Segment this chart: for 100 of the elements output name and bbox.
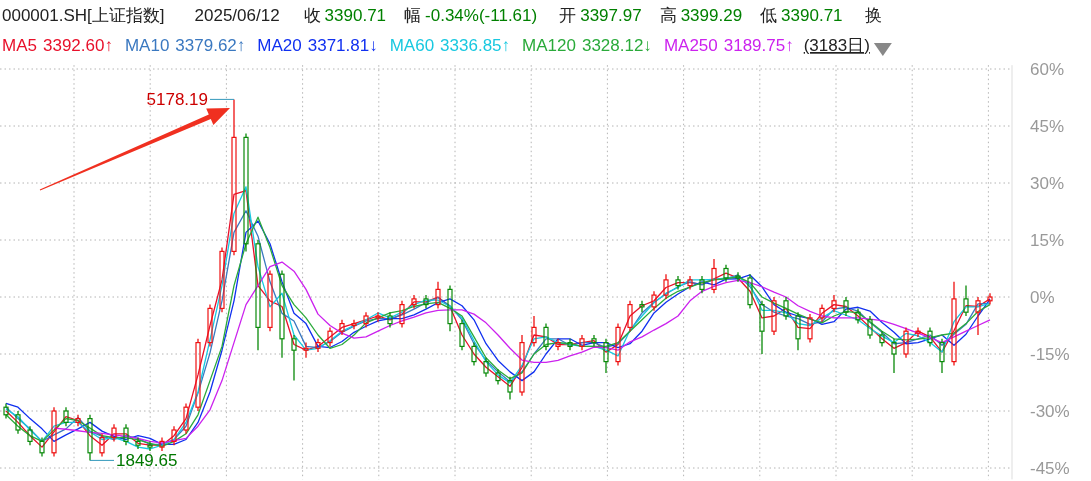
candlestick	[687, 275, 693, 291]
candlestick	[483, 357, 489, 378]
candlestick	[183, 402, 189, 435]
candlestick	[147, 440, 153, 452]
candlestick	[375, 311, 381, 323]
annotation: 5178.19	[146, 90, 208, 110]
candlestick	[615, 322, 621, 367]
y-tick-label: -30%	[1030, 402, 1070, 421]
candlestick	[711, 258, 717, 294]
text: MA250	[663, 36, 718, 55]
candlestick	[699, 275, 705, 294]
candlestick	[219, 246, 225, 313]
candlestick	[951, 281, 957, 367]
y-tick-label: 0%	[1030, 288, 1055, 307]
candlestick	[747, 273, 753, 310]
y-tick-label: 15%	[1030, 231, 1065, 250]
candlestick	[435, 281, 441, 310]
candlestick	[975, 296, 981, 336]
candlestick	[159, 436, 165, 452]
candlestick	[927, 326, 933, 348]
candlestick	[87, 414, 93, 462]
text: 开	[559, 6, 577, 25]
candlestick	[495, 368, 501, 386]
text: 高	[659, 6, 677, 25]
candlestick	[51, 406, 57, 458]
candlestick	[819, 303, 825, 323]
candlestick	[447, 284, 453, 332]
candlestick	[843, 296, 849, 317]
candlestick	[867, 315, 873, 340]
text: 换	[864, 6, 882, 25]
text: 收	[303, 6, 321, 25]
candlestick	[651, 290, 657, 312]
text: 3392.60↑	[42, 36, 113, 55]
candlestick	[939, 338, 945, 374]
candlestick	[915, 326, 921, 338]
candlestick	[639, 300, 645, 313]
candlestick	[891, 338, 897, 374]
candlestick	[75, 414, 81, 427]
candlestick	[279, 269, 285, 359]
candlestick	[255, 239, 261, 351]
candlestick	[543, 322, 549, 351]
candlestick	[411, 294, 417, 310]
candlestick	[123, 423, 129, 446]
candlestick	[471, 341, 477, 367]
text: 幅	[404, 6, 422, 25]
text: 3390.71	[781, 6, 843, 25]
candlestick	[459, 319, 465, 351]
text: MA60	[389, 36, 435, 55]
y-tick-label: -15%	[1030, 345, 1070, 364]
text: MA20	[257, 36, 302, 55]
candlestick	[231, 98, 237, 256]
candlestick	[555, 338, 561, 351]
text: 3390.71	[324, 6, 387, 25]
candlestick	[27, 425, 33, 446]
candlestick	[399, 300, 405, 329]
text: 3328.12↓	[581, 36, 652, 55]
candlestick	[291, 334, 297, 382]
text: 3371.81↓	[307, 36, 378, 55]
candlestick	[519, 334, 525, 397]
text: 3189.75↑	[723, 36, 794, 55]
candlestick	[315, 338, 321, 353]
candlestick	[531, 315, 537, 348]
text: 2025/06/12	[194, 6, 280, 25]
text: 000001.SH[上证指数]	[2, 6, 165, 25]
candlestick	[99, 433, 105, 458]
text: 3336.85↑	[440, 36, 511, 55]
y-tick-label: 45%	[1030, 117, 1065, 136]
text: -0.34%(-11.61)	[425, 6, 538, 25]
candlestick	[663, 273, 669, 300]
candlestick	[195, 338, 201, 412]
candlestick	[855, 307, 861, 325]
candlestick	[351, 319, 357, 330]
candlestick	[507, 376, 513, 401]
text: 3397.97	[580, 6, 642, 25]
candlestick	[111, 423, 117, 443]
text: MA10	[124, 36, 170, 55]
candlestick	[171, 425, 177, 446]
candlestick	[675, 275, 681, 291]
candlestick	[603, 338, 609, 374]
candlestick	[303, 341, 309, 359]
text: (3183日)	[803, 36, 870, 55]
annotation: 1849.65	[116, 451, 178, 471]
candlestick	[243, 132, 249, 253]
candlestick	[423, 294, 429, 310]
text: MA5	[2, 36, 37, 55]
text: 低	[760, 6, 778, 25]
candlestick	[15, 410, 21, 435]
candlestick	[963, 284, 969, 317]
candlestick	[567, 338, 573, 351]
candlestick	[363, 311, 369, 329]
text: 3399.29	[680, 6, 743, 25]
candlestick	[267, 269, 273, 332]
candlestick	[339, 319, 345, 336]
candlestick	[327, 326, 333, 348]
candlestick	[903, 326, 909, 359]
candlestick	[795, 311, 801, 351]
candlestick	[759, 300, 765, 355]
candlestick	[39, 436, 45, 458]
candlestick	[579, 334, 585, 351]
y-tick-label: 60%	[1030, 60, 1065, 79]
